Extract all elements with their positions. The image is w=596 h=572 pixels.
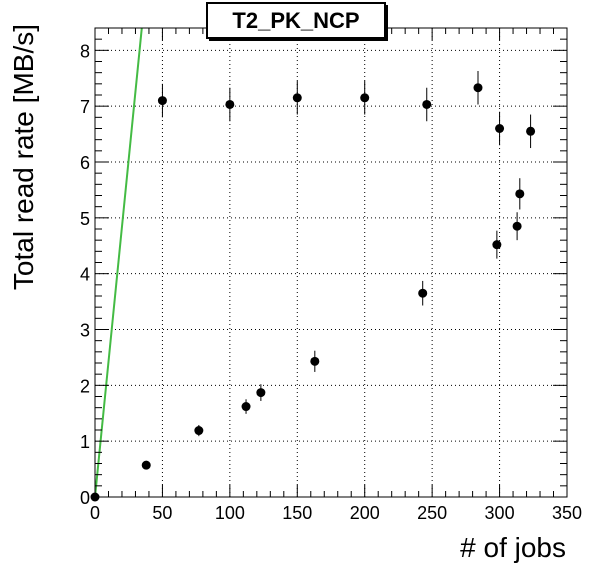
y-tick-label: 4 bbox=[80, 265, 90, 285]
data-marker bbox=[225, 99, 235, 109]
data-point bbox=[360, 81, 370, 115]
data-marker bbox=[310, 356, 320, 366]
data-marker bbox=[495, 124, 505, 133]
fit-line bbox=[94, 27, 143, 498]
x-tick-label: 150 bbox=[282, 503, 312, 523]
data-point bbox=[225, 87, 235, 122]
data-marker bbox=[418, 288, 428, 298]
y-tick-label: 0 bbox=[80, 488, 90, 508]
data-marker bbox=[256, 388, 266, 398]
y-tick-label: 7 bbox=[80, 97, 90, 117]
data-point bbox=[492, 230, 502, 259]
data-point bbox=[310, 350, 320, 372]
x-tick-label: 250 bbox=[417, 503, 447, 523]
y-tick-label: 6 bbox=[80, 153, 90, 173]
fit-line-segment bbox=[94, 27, 143, 498]
data-point bbox=[512, 212, 522, 241]
y-tick-label: 3 bbox=[80, 321, 90, 341]
x-tick-label: 100 bbox=[215, 503, 245, 523]
x-axis-title: # of jobs bbox=[460, 532, 566, 563]
data-marker bbox=[194, 426, 204, 436]
y-axis-title: Total read rate [MB/s] bbox=[8, 24, 39, 290]
x-tick-label: 0 bbox=[90, 503, 100, 523]
data-marker bbox=[515, 189, 525, 199]
data-point bbox=[418, 280, 428, 306]
data-marker bbox=[241, 402, 251, 412]
y-tick-label: 2 bbox=[80, 376, 90, 396]
data-point bbox=[241, 399, 251, 414]
data-marker bbox=[526, 126, 536, 136]
data-point bbox=[422, 87, 432, 122]
axis-ticks bbox=[94, 27, 568, 498]
data-point bbox=[526, 114, 536, 149]
y-tick-label: 5 bbox=[80, 209, 90, 229]
data-marker bbox=[422, 99, 432, 109]
data-marker bbox=[360, 93, 370, 103]
y-tick-label: 1 bbox=[80, 432, 90, 452]
data-point bbox=[292, 81, 302, 115]
data-marker bbox=[292, 93, 302, 103]
data-point bbox=[473, 70, 483, 105]
data-point bbox=[256, 384, 266, 401]
data-marker bbox=[492, 240, 502, 250]
tick-labels: 0 50 100 150 200 250 300 350 0 1 2 3 4 5 6 7 8 bbox=[80, 41, 582, 523]
data-marker bbox=[157, 96, 167, 106]
data-marker bbox=[141, 460, 151, 470]
x-tick-label: 300 bbox=[485, 503, 515, 523]
grid-lines bbox=[95, 28, 567, 497]
data-marker bbox=[473, 83, 483, 93]
data-point bbox=[141, 460, 151, 470]
y-tick-label: 8 bbox=[80, 41, 90, 61]
data-point bbox=[495, 111, 505, 146]
title-box: T2_PK_NCP bbox=[206, 2, 388, 41]
data-point bbox=[157, 83, 167, 118]
chart-title: T2_PK_NCP bbox=[232, 8, 359, 33]
data-marker bbox=[512, 221, 522, 231]
data-point bbox=[515, 178, 525, 210]
data-points bbox=[90, 70, 536, 502]
data-point bbox=[194, 424, 204, 437]
x-tick-label: 200 bbox=[350, 503, 380, 523]
x-tick-label: 350 bbox=[552, 503, 582, 523]
x-tick-label: 50 bbox=[152, 503, 172, 523]
